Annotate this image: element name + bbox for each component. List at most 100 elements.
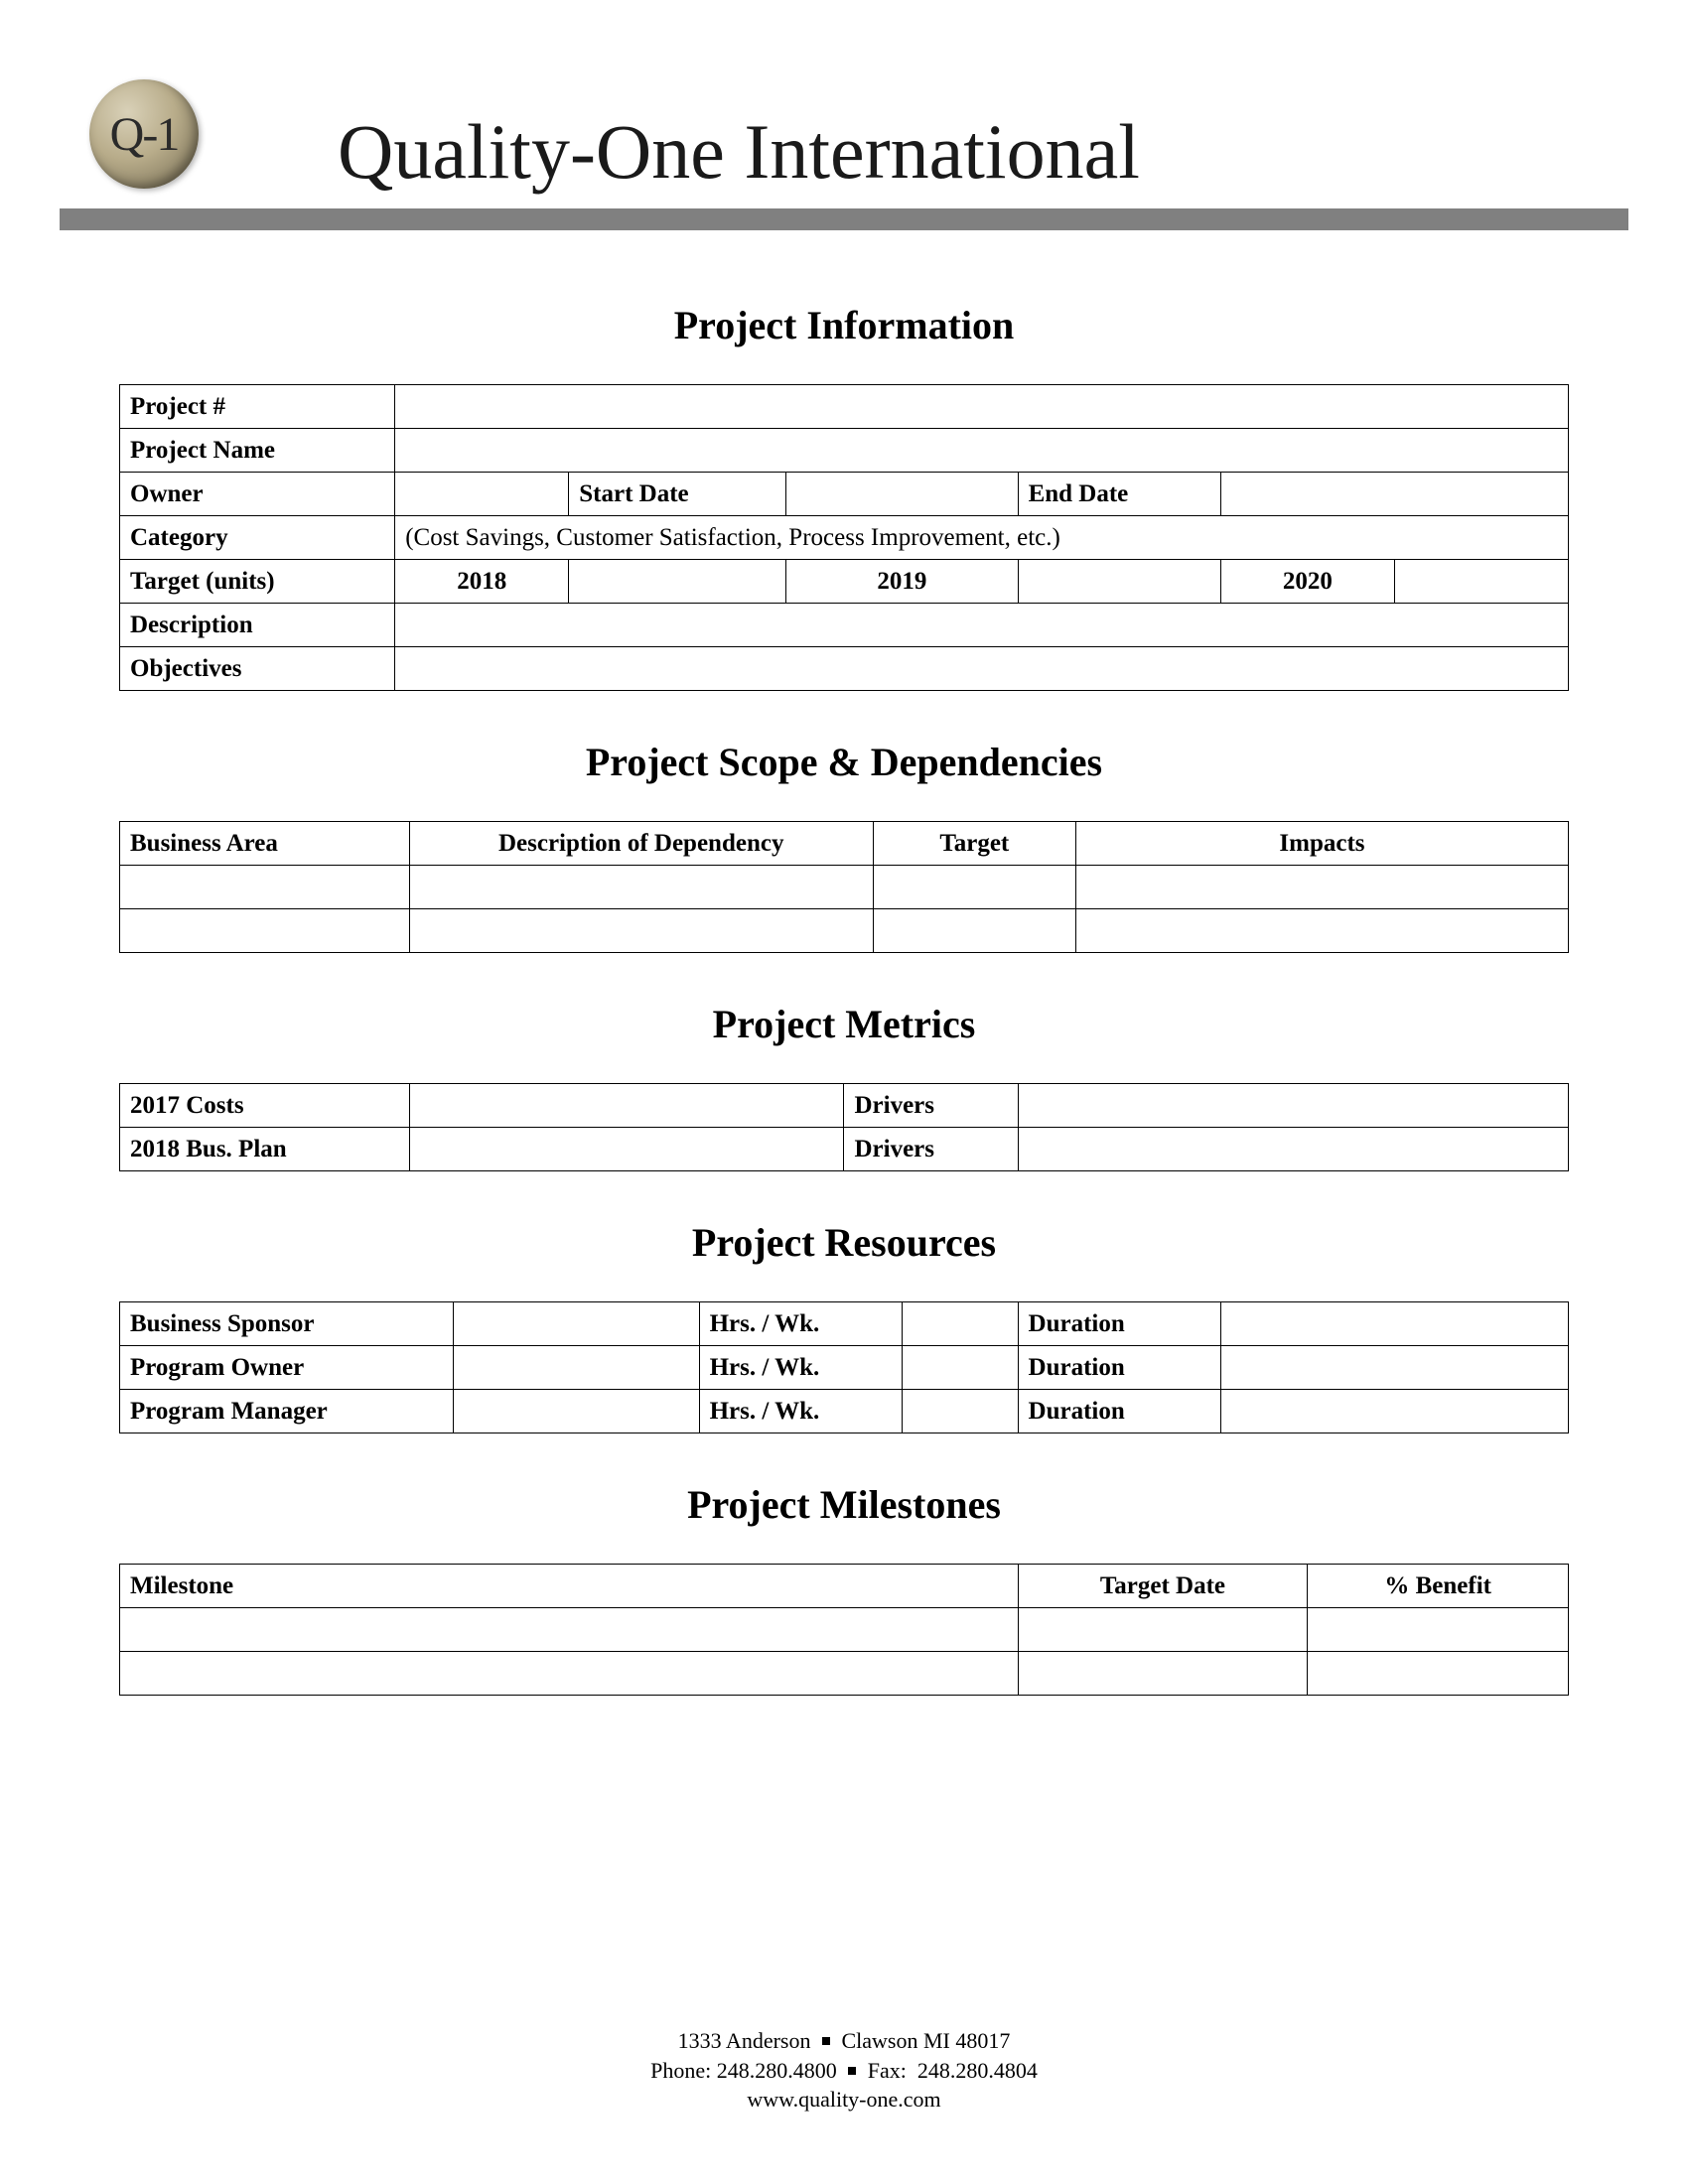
value-year3 [1394,560,1568,604]
table-row: Program Owner Hrs. / Wk. Duration [120,1346,1569,1390]
value-start-date [786,473,1018,516]
table-row [120,1608,1569,1652]
value-duration-3 [1220,1390,1568,1433]
label-duration-3: Duration [1018,1390,1220,1433]
table-row [120,1652,1569,1696]
table-row: Project Name [120,429,1569,473]
resources-table: Business Sponsor Hrs. / Wk. Duration Pro… [119,1301,1569,1433]
label-year3: 2020 [1220,560,1394,604]
value-drivers-2 [1018,1128,1568,1171]
label-owner: Owner [120,473,395,516]
value-year1 [569,560,786,604]
table-row: Program Manager Hrs. / Wk. Duration [120,1390,1569,1433]
header-milestone: Milestone [120,1565,1019,1608]
label-drivers-1: Drivers [844,1084,1018,1128]
separator-icon [848,2067,856,2075]
footer-fax: 248.280.4804 [917,2058,1038,2083]
cell [1075,866,1568,909]
value-owner [395,473,569,516]
label-category: Category [120,516,395,560]
footer-phone-label: Phone: [650,2058,711,2083]
label-hrs-3: Hrs. / Wk. [699,1390,902,1433]
label-hrs-1: Hrs. / Wk. [699,1302,902,1346]
header-benefit: % Benefit [1308,1565,1569,1608]
label-hrs-2: Hrs. / Wk. [699,1346,902,1390]
header-divider-bar [60,208,1628,230]
category-hint: (Cost Savings, Customer Satisfaction, Pr… [395,516,1569,560]
label-description: Description [120,604,395,647]
section-title-info: Project Information [119,302,1569,348]
footer-fax-label: Fax: [868,2058,907,2083]
value-2017-costs [409,1084,844,1128]
value-project-number [395,385,1569,429]
table-row: Target (units) 2018 2019 2020 [120,560,1569,604]
cell [1018,1608,1308,1652]
value-objectives [395,647,1569,691]
label-sponsor: Business Sponsor [120,1302,454,1346]
table-row: Owner Start Date End Date [120,473,1569,516]
table-row: Objectives [120,647,1569,691]
cell [120,1608,1019,1652]
label-2018-plan: 2018 Bus. Plan [120,1128,410,1171]
label-drivers-2: Drivers [844,1128,1018,1171]
header-impacts: Impacts [1075,822,1568,866]
label-duration-2: Duration [1018,1346,1220,1390]
label-project-name: Project Name [120,429,395,473]
value-description [395,604,1569,647]
value-program-owner [453,1346,699,1390]
cell [1308,1608,1569,1652]
company-name: Quality-One International [338,107,1140,197]
table-row: Project # [120,385,1569,429]
footer-address: 1333 Anderson [678,2028,811,2053]
cell [1308,1652,1569,1696]
cell [873,866,1075,909]
logo-circle: Q-1 [89,79,199,189]
table-row: Category (Cost Savings, Customer Satisfa… [120,516,1569,560]
value-duration-2 [1220,1346,1568,1390]
cell [409,909,873,953]
section-title-metrics: Project Metrics [119,1001,1569,1047]
label-duration-1: Duration [1018,1302,1220,1346]
table-row: 2018 Bus. Plan Drivers [120,1128,1569,1171]
table-row [120,909,1569,953]
value-duration-1 [1220,1302,1568,1346]
table-row: Milestone Target Date % Benefit [120,1565,1569,1608]
header-target-date: Target Date [1018,1565,1308,1608]
section-title-resources: Project Resources [119,1219,1569,1266]
table-row: Business Area Description of Dependency … [120,822,1569,866]
label-end-date: End Date [1018,473,1220,516]
project-info-table: Project # Project Name Owner Start Date … [119,384,1569,691]
cell [873,909,1075,953]
cell [120,1652,1019,1696]
logo-text: Q-1 [110,107,179,162]
value-project-name [395,429,1569,473]
value-sponsor [453,1302,699,1346]
header-dependency: Description of Dependency [409,822,873,866]
milestones-table: Milestone Target Date % Benefit [119,1564,1569,1696]
label-target-units: Target (units) [120,560,395,604]
page: Q-1 Quality-One International Project In… [0,0,1688,2184]
label-program-manager: Program Manager [120,1390,454,1433]
cell [120,909,410,953]
header-business-area: Business Area [120,822,410,866]
cell [120,866,410,909]
section-title-milestones: Project Milestones [119,1481,1569,1528]
cell [1018,1652,1308,1696]
cell [1075,909,1568,953]
header: Q-1 Quality-One International [119,79,1569,248]
footer-website: www.quality-one.com [0,2085,1688,2115]
value-program-manager [453,1390,699,1433]
table-row: Description [120,604,1569,647]
separator-icon [822,2037,830,2045]
cell [409,866,873,909]
label-2017-costs: 2017 Costs [120,1084,410,1128]
value-end-date [1220,473,1568,516]
value-year2 [1018,560,1220,604]
value-hrs-1 [902,1302,1018,1346]
table-row [120,866,1569,909]
scope-table: Business Area Description of Dependency … [119,821,1569,953]
footer: 1333 Anderson Clawson MI 48017 Phone: 24… [0,2026,1688,2115]
header-target: Target [873,822,1075,866]
label-year1: 2018 [395,560,569,604]
label-year2: 2019 [786,560,1018,604]
